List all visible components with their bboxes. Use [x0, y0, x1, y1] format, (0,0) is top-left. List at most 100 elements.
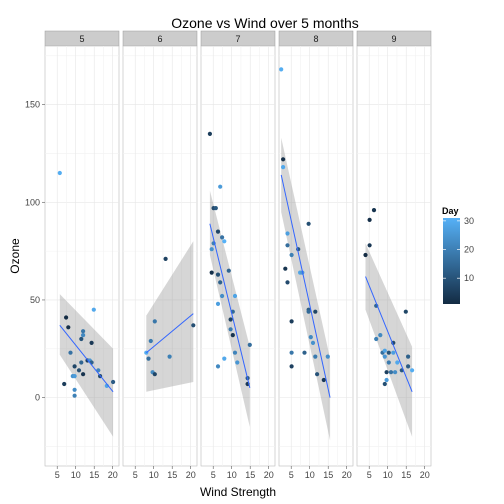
facet-strip-label: 8 [313, 34, 318, 44]
data-point [233, 351, 237, 355]
data-point [222, 357, 226, 361]
data-point [66, 325, 70, 329]
legend-tick-label: 30 [464, 216, 474, 226]
x-tick-label: 20 [420, 470, 430, 480]
data-point [233, 294, 237, 298]
x-tick-label: 15 [323, 470, 333, 480]
data-point [387, 360, 391, 364]
x-tick-label: 5 [133, 470, 138, 480]
data-point [153, 372, 157, 376]
legend-colorbar [443, 218, 460, 304]
data-point [385, 378, 389, 382]
data-point [73, 374, 77, 378]
x-tick-label: 15 [167, 470, 177, 480]
data-point [73, 388, 77, 392]
x-axis-title: Wind Strength [200, 485, 276, 499]
x-tick-label: 20 [342, 470, 352, 480]
facet-strip-label: 6 [157, 34, 162, 44]
data-point [218, 185, 222, 189]
facet-panel: 75 10 15 20 [201, 31, 275, 480]
data-point [231, 333, 235, 337]
data-point [218, 280, 222, 284]
data-point [383, 382, 387, 386]
legend-tick-label: 10 [464, 273, 474, 283]
data-point [387, 351, 391, 355]
data-point [285, 243, 289, 247]
data-point [302, 351, 306, 355]
data-point [220, 235, 224, 239]
data-point [73, 394, 77, 398]
y-axis-title: Ozone [8, 238, 22, 274]
data-point [164, 257, 168, 261]
data-point [222, 239, 226, 243]
data-point [406, 355, 410, 359]
x-tick-label: 10 [227, 470, 237, 480]
data-point [77, 368, 81, 372]
x-tick-label: 5 [289, 470, 294, 480]
data-point [58, 171, 62, 175]
data-point [322, 378, 326, 382]
data-point [81, 372, 85, 376]
color-legend: Day 10 20 30 [442, 206, 474, 304]
x-tick-label: 10 [71, 470, 81, 480]
x-tick-label: 20 [186, 470, 196, 480]
y-tick-label: 150 [25, 100, 40, 110]
data-point [146, 357, 150, 361]
facet-panel: 6 5 10 15 20 [123, 31, 197, 480]
data-point [81, 333, 85, 337]
facet-panel: 8 5 10 15 20 [279, 31, 353, 480]
data-point [81, 329, 85, 333]
data-point [191, 323, 195, 327]
data-point [68, 351, 72, 355]
data-point [406, 364, 410, 368]
data-point [313, 310, 317, 314]
x-tick-label: 20 [264, 470, 274, 480]
data-point [92, 308, 96, 312]
data-point [153, 319, 157, 323]
x-tick-label: 15 [89, 470, 99, 480]
data-point [290, 253, 294, 257]
data-point [227, 269, 231, 273]
legend-tick-label: 20 [464, 245, 474, 255]
facet-panels: 5 5 10 15 20 6 5 10 15 20 7 5 10 15 20 8 5 10 15 20 9 5 10 15 20 [45, 31, 431, 480]
x-tick-label: 10 [305, 470, 315, 480]
data-point [149, 339, 153, 343]
x-tick-label: 10 [383, 470, 393, 480]
data-point [285, 231, 289, 235]
chart-title: Ozone vs Wind over 5 months [171, 15, 359, 31]
data-point [285, 280, 289, 284]
data-point [378, 333, 382, 337]
data-point [372, 208, 376, 212]
data-point [281, 157, 285, 161]
data-point [313, 355, 317, 359]
x-tick-label: 15 [401, 470, 411, 480]
y-tick-label: 0 [35, 393, 40, 403]
data-point [326, 355, 330, 359]
data-point [393, 370, 397, 374]
data-point [229, 317, 233, 321]
data-point [410, 368, 414, 372]
x-tick-label: 5 [55, 470, 60, 480]
y-tick-label: 50 [30, 295, 40, 305]
facet-strip-label: 5 [79, 34, 84, 44]
data-point [208, 132, 212, 136]
x-tick-label: 5 [211, 470, 216, 480]
y-tick-label: 100 [25, 197, 40, 207]
data-point [214, 206, 218, 210]
data-point [79, 337, 83, 341]
data-point [90, 341, 94, 345]
facet-strip-label: 9 [391, 34, 396, 44]
data-point [307, 222, 311, 226]
data-point [307, 310, 311, 314]
data-point [279, 67, 283, 71]
data-point [391, 351, 395, 355]
data-point [216, 273, 220, 277]
data-point [368, 243, 372, 247]
data-point [389, 370, 393, 374]
data-point [290, 319, 294, 323]
x-tick-label: 10 [149, 470, 159, 480]
data-point [368, 218, 372, 222]
data-point [383, 349, 387, 353]
legend-title: Day [442, 206, 459, 216]
